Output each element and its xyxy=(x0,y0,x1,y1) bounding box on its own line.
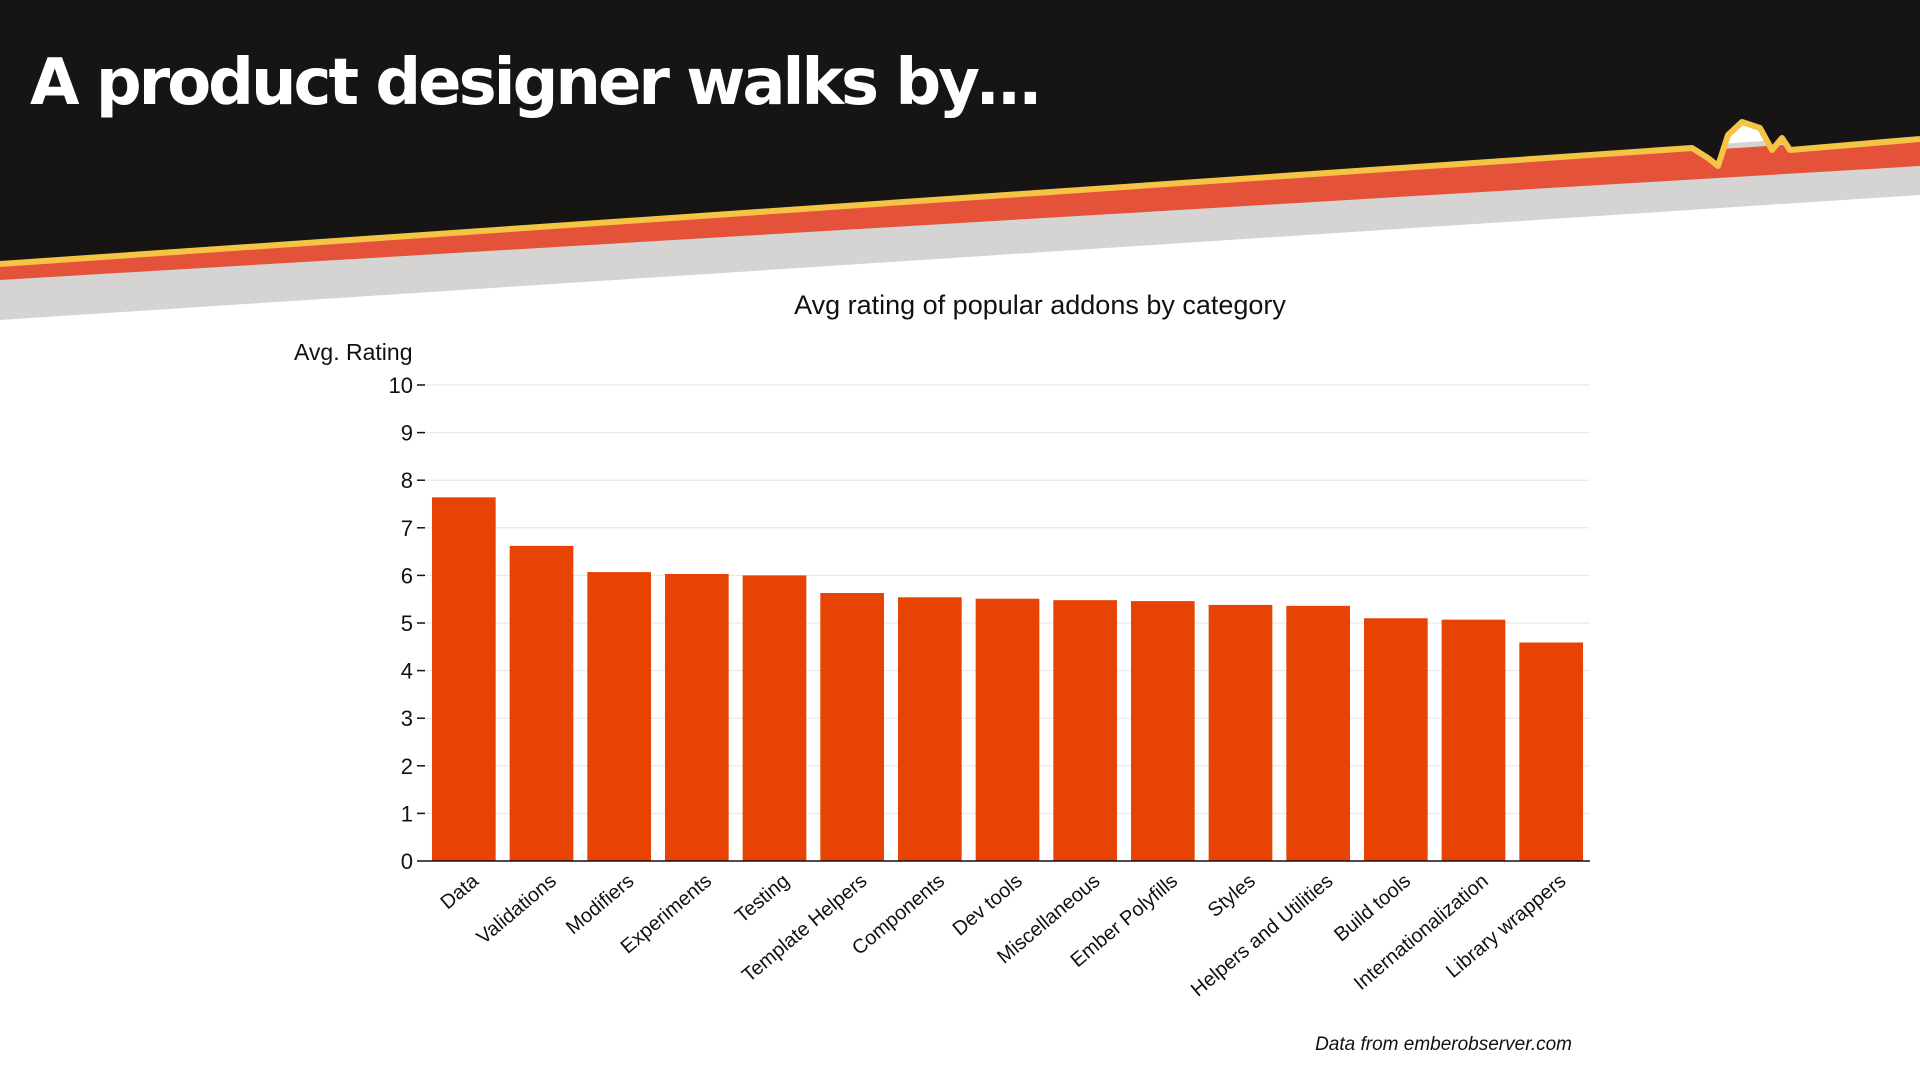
bar xyxy=(975,598,1040,861)
y-tick-label: 6 xyxy=(401,563,413,588)
x-tick-label: Styles xyxy=(1204,870,1260,922)
y-tick-label: 10 xyxy=(389,373,413,398)
bar xyxy=(587,572,652,861)
y-tick-label: 1 xyxy=(401,801,413,826)
header-banner xyxy=(0,0,1920,320)
y-tick-label: 2 xyxy=(401,754,413,779)
x-tick-label: Modifiers xyxy=(562,870,638,939)
bar xyxy=(1208,604,1273,861)
banner-red-stripe xyxy=(0,136,1920,280)
x-tick-label: Testing xyxy=(731,870,794,928)
y-tick-label: 4 xyxy=(401,659,413,684)
x-tick-label: Data xyxy=(437,869,484,914)
chart-title: Avg rating of popular addons by category xyxy=(794,290,1286,320)
x-tick-label: Validations xyxy=(473,870,561,949)
y-axis-ticks: 0 1 2 3 4 5 6 7 8 9 10 xyxy=(389,373,425,874)
bar xyxy=(509,545,574,861)
y-tick-label: 8 xyxy=(401,468,413,493)
x-tick-label: Internationalization xyxy=(1350,870,1493,995)
y-tick-label: 9 xyxy=(401,421,413,446)
y-tick-label: 5 xyxy=(401,611,413,636)
bar xyxy=(1130,601,1195,861)
y-tick-label: 3 xyxy=(401,706,413,731)
banner-yellow-stripe xyxy=(0,119,1920,267)
y-tick-label: 0 xyxy=(401,849,413,874)
slide-title: A product designer walks by… xyxy=(30,46,1041,120)
bar xyxy=(1441,619,1506,861)
x-tick-label: Helpers and Utilities xyxy=(1187,870,1337,1001)
y-tick-label: 7 xyxy=(401,516,413,541)
bar xyxy=(1363,618,1428,861)
bar xyxy=(1286,605,1351,861)
source-note: Data from emberobserver.com xyxy=(1315,1034,1572,1055)
y-axis-title: Avg. Rating xyxy=(294,339,412,365)
bar xyxy=(897,597,962,861)
bar xyxy=(431,497,496,861)
bar xyxy=(664,573,729,861)
banner-dark-background xyxy=(0,0,1920,264)
bar xyxy=(820,593,885,861)
bar xyxy=(1053,600,1118,861)
bars xyxy=(431,497,1584,861)
bar xyxy=(742,575,807,861)
bar xyxy=(1519,642,1584,861)
x-tick-label: Dev tools xyxy=(949,870,1027,940)
